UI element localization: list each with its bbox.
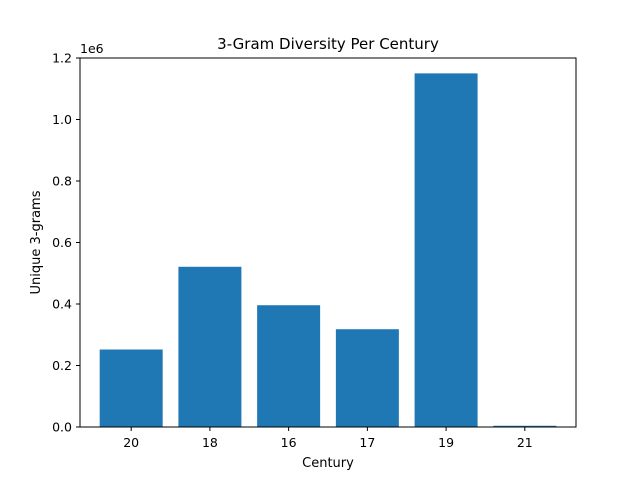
y-axis-ticks: 0.0 0.2 0.4 0.6 0.8 1.0 1.2 (52, 51, 80, 435)
x-axis-label: Century (302, 456, 354, 471)
y-tick-label: 0.2 (52, 358, 72, 373)
bar-21 (493, 425, 557, 427)
bar-20 (99, 349, 163, 427)
x-tick-label: 17 (359, 435, 375, 450)
bar-16 (257, 305, 321, 427)
x-tick-label: 21 (517, 435, 533, 450)
bar-17 (335, 329, 399, 427)
y-tick-label: 0.0 (52, 420, 72, 435)
x-tick-label: 18 (202, 435, 218, 450)
y-tick-label: 1.2 (52, 51, 72, 66)
x-tick-label: 19 (438, 435, 454, 450)
plot-frame (79, 57, 577, 428)
y-tick-label: 1.0 (52, 112, 72, 127)
y-tick-label: 0.4 (52, 297, 72, 312)
chart-title: 3-Gram Diversity Per Century (217, 35, 439, 53)
x-tick-label: 16 (281, 435, 297, 450)
x-tick-label: 20 (123, 435, 139, 450)
y-tick-label: 0.6 (52, 235, 72, 250)
y-tick-label: 0.8 (52, 174, 72, 189)
y-axis-offset-label: 1e6 (80, 41, 104, 56)
y-axis-label: Unique 3-grams (29, 190, 44, 294)
bars-group (99, 73, 557, 427)
bar-18 (178, 266, 242, 427)
x-axis-ticks: 20 18 16 17 19 21 (123, 427, 533, 450)
bar-19 (414, 73, 478, 427)
